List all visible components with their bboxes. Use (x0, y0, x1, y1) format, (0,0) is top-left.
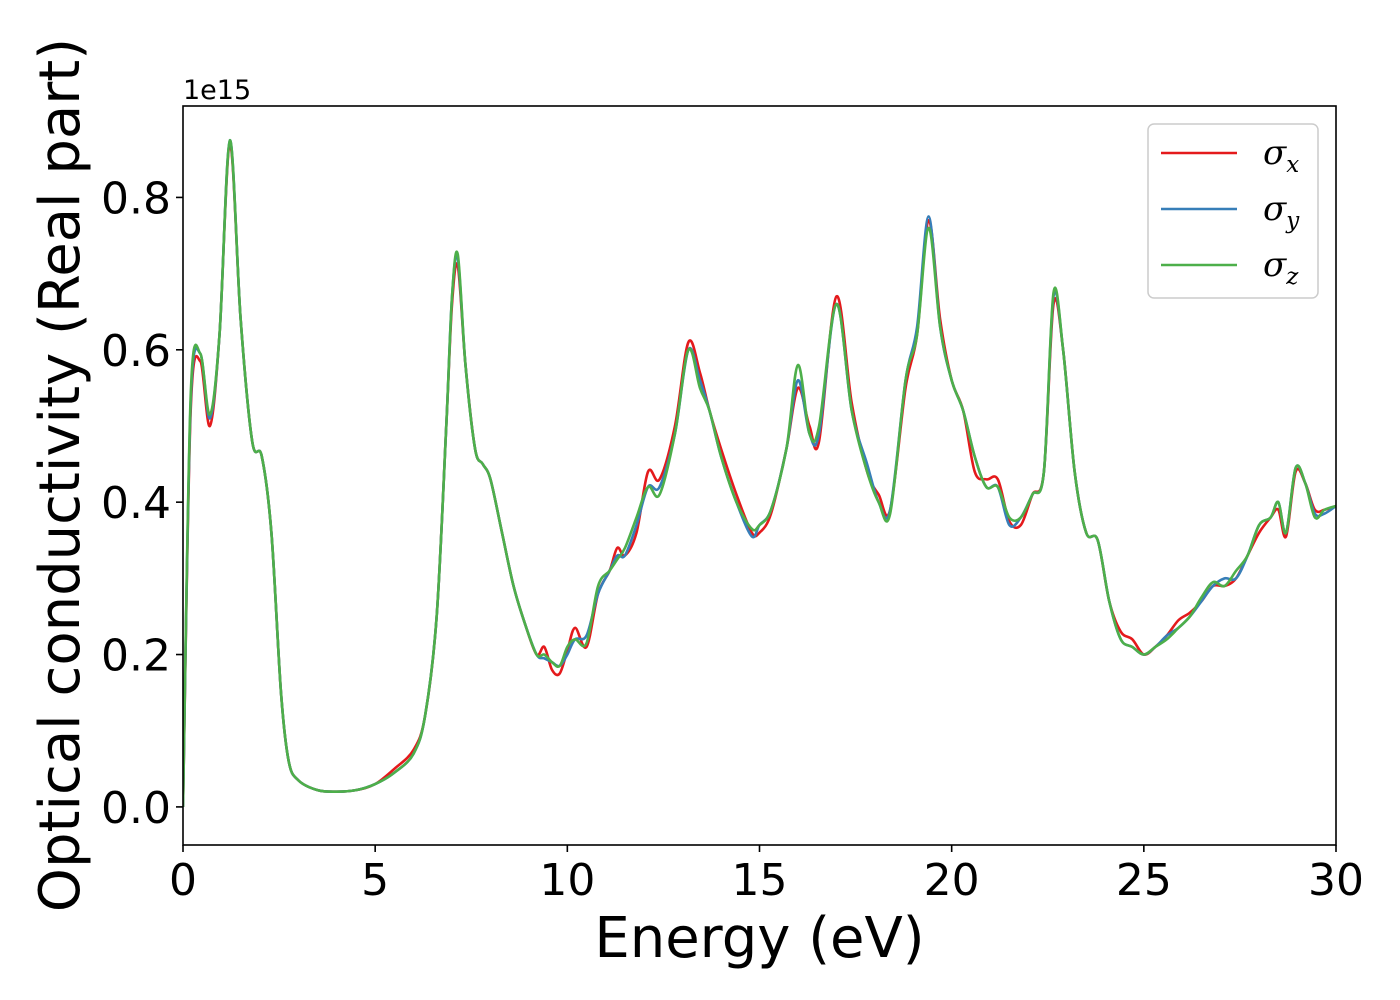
x-tick-label: 5 (361, 855, 389, 906)
y-tick-label: 0.6 (101, 326, 171, 377)
series-line-z (183, 138, 1336, 807)
x-tick-label: 20 (924, 855, 980, 906)
x-tick-label: 15 (732, 855, 788, 906)
series-layer (183, 138, 1336, 807)
y-axis-label: Optical conductivity (Real part) (28, 38, 93, 912)
legend-label-y: σy (1263, 189, 1300, 234)
y-tick-label: 0.2 (101, 631, 171, 682)
x-axis: 0 5 10 15 20 25 30 (169, 845, 1364, 906)
y-tick-label: 0.4 (101, 478, 171, 529)
y-offset-label: 1e15 (183, 75, 251, 106)
x-axis-label: Energy (eV) (594, 906, 924, 971)
legend-frame (1147, 123, 1319, 299)
x-tick-label: 10 (539, 855, 595, 906)
x-tick-label: 0 (169, 855, 197, 906)
y-tick-label: 0.8 (101, 173, 171, 224)
x-tick-label: 30 (1308, 855, 1364, 906)
y-axis: 0.0 0.2 0.4 0.6 0.8 (101, 173, 183, 834)
x-tick-label: 25 (1116, 855, 1172, 906)
legend-label-x: σx (1263, 133, 1299, 178)
y-tick-label: 0.0 (101, 783, 171, 834)
